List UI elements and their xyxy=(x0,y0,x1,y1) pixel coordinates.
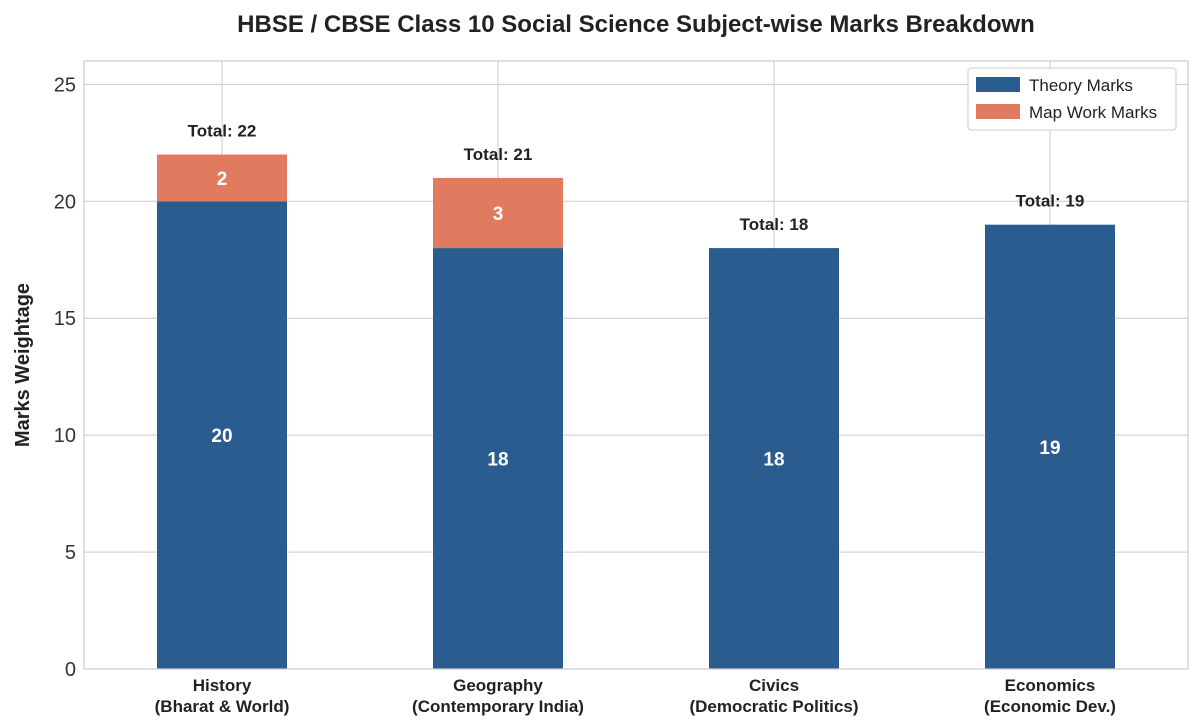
y-tick-label: 10 xyxy=(54,425,76,447)
y-tick-label: 5 xyxy=(65,542,76,564)
bar-value-label: 2 xyxy=(217,169,228,190)
plot-frame xyxy=(83,60,1189,670)
total-label: Total: 18 xyxy=(740,215,809,234)
x-tick-label-line: Geography xyxy=(453,676,543,695)
total-label: Total: 21 xyxy=(464,145,533,164)
legend: Theory Marks Map Work Marks xyxy=(967,67,1177,131)
y-axis-label: Marks Weightage xyxy=(12,283,34,447)
legend-label: Theory Marks xyxy=(1029,76,1133,95)
bar-theory xyxy=(985,224,1115,669)
legend-swatch xyxy=(976,77,1020,92)
bars xyxy=(157,154,1115,670)
total-label: Total: 19 xyxy=(1016,192,1085,211)
data-labels: 20 2 Total: 22 18 3 Total: 21 18 Total: 18 19 Tot… xyxy=(188,122,1085,471)
x-tick-label-line: Economics xyxy=(1005,676,1096,695)
x-tick-label-line: (Democratic Politics) xyxy=(689,697,858,716)
x-tick-label-line: History xyxy=(193,676,252,695)
x-tick-label-line: (Bharat & World) xyxy=(155,697,290,716)
axes: 0 5 10 15 20 25 History (Bharat & World) Geograp… xyxy=(54,60,1189,716)
chart-title: HBSE / CBSE Class 10 Social Science Subj… xyxy=(237,11,1035,38)
bar-map-work xyxy=(157,154,287,202)
x-tick-label: History (Bharat & World) xyxy=(155,676,290,716)
legend-swatch xyxy=(976,104,1020,119)
y-tick-label: 0 xyxy=(65,659,76,681)
y-tick-label: 20 xyxy=(54,191,76,213)
x-tick-label-line: Civics xyxy=(749,676,799,695)
bar-value-label: 18 xyxy=(487,450,508,471)
legend-label: Map Work Marks xyxy=(1029,103,1157,122)
total-label: Total: 22 xyxy=(188,122,257,141)
x-tick-label: Geography (Contemporary India) xyxy=(412,676,584,716)
bar-value-label: 20 xyxy=(211,426,232,447)
x-tick-label-line: (Economic Dev.) xyxy=(984,697,1116,716)
bar-value-label: 19 xyxy=(1039,438,1060,459)
y-tick-label: 25 xyxy=(54,74,76,96)
bar-theory xyxy=(433,248,563,670)
x-tick-label-line: (Contemporary India) xyxy=(412,697,584,716)
bar-value-label: 18 xyxy=(763,450,784,471)
bar-theory xyxy=(709,248,839,670)
x-tick-label: Economics (Economic Dev.) xyxy=(984,676,1116,716)
bar-theory xyxy=(157,201,287,670)
bar-value-label: 3 xyxy=(493,204,504,225)
bar-map-work xyxy=(433,177,563,249)
x-tick-label: Civics (Democratic Politics) xyxy=(689,676,858,716)
y-tick-label: 15 xyxy=(54,308,76,330)
